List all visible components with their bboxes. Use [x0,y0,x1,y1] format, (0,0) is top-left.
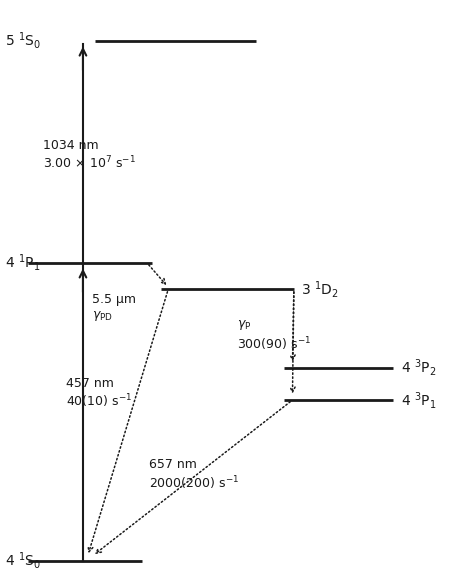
Text: 4 $^1$P$_1$: 4 $^1$P$_1$ [5,252,40,273]
Text: 5 $^1$S$_0$: 5 $^1$S$_0$ [5,30,41,51]
Text: 4 $^1$S$_0$: 4 $^1$S$_0$ [5,550,41,571]
Text: $\gamma_{\rm P}$
300(90) s$^{-1}$: $\gamma_{\rm P}$ 300(90) s$^{-1}$ [237,318,311,353]
Text: 5.5 μm
$\gamma_{\rm PD}$: 5.5 μm $\gamma_{\rm PD}$ [92,293,137,323]
Text: 4 $^3$P$_2$: 4 $^3$P$_2$ [401,357,436,378]
Text: 657 nm
2000(200) s$^{-1}$: 657 nm 2000(200) s$^{-1}$ [149,458,239,492]
Text: 1034 nm
3.00 × 10$^7$ s$^{-1}$: 1034 nm 3.00 × 10$^7$ s$^{-1}$ [43,138,136,171]
Text: 3 $^1$D$_2$: 3 $^1$D$_2$ [301,279,339,300]
Text: 457 nm
40(10) s$^{-1}$: 457 nm 40(10) s$^{-1}$ [66,377,133,410]
Text: 4 $^3$P$_1$: 4 $^3$P$_1$ [401,390,436,411]
